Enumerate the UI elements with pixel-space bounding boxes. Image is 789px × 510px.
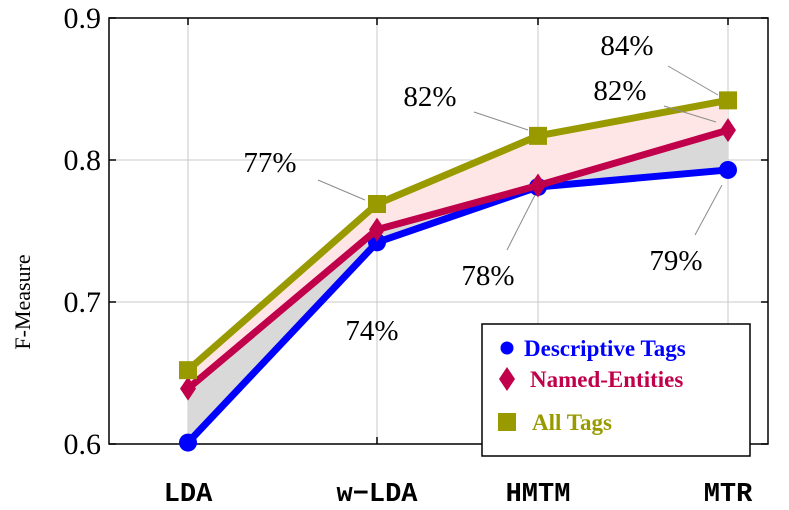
y-tick-label: 0.6: [64, 428, 102, 461]
data-point-all-tags: [719, 91, 737, 110]
legend-marker-all-tags: [498, 413, 516, 431]
legend-marker-named-entities: [499, 367, 515, 391]
y-tick-label: 0.9: [64, 2, 102, 35]
y-axis-label: F-Measure: [10, 254, 35, 349]
annotation-leader-line: [506, 194, 536, 251]
fill-area-0: [188, 130, 728, 443]
legend: Descriptive Tags Named-Entities All Tags: [481, 323, 751, 457]
data-point-all-tags: [368, 195, 386, 214]
x-tick-label: w−LDA: [336, 480, 418, 510]
legend-label-descriptive-tags: Descriptive Tags: [524, 336, 686, 361]
y-tick-label: 0.8: [64, 144, 102, 177]
x-tick-label: MTR: [704, 480, 753, 510]
data-point-all-tags: [529, 126, 547, 145]
data-label: 79%: [649, 245, 702, 277]
legend-box: [481, 323, 751, 457]
legend-marker-descriptive-tags: [500, 341, 514, 355]
series-line-all-tags: [185, 96, 729, 373]
data-point-named-entities: [369, 217, 385, 242]
data-label: 82%: [403, 81, 456, 113]
data-label: 74%: [345, 315, 398, 347]
data-point-named-entities: [720, 118, 736, 143]
annotation-leader-line: [473, 111, 529, 131]
x-tick-label: HMTM: [506, 480, 571, 510]
series-line-named-entities: [185, 126, 729, 392]
x-tick-label: LDA: [164, 480, 213, 510]
plot-frame: [108, 17, 769, 445]
annotation-leader-line: [663, 105, 717, 123]
data-label: 82%: [593, 75, 646, 107]
annotation-leader-line: [667, 65, 719, 96]
annotation-leader-line: [694, 184, 723, 236]
data-label: 77%: [243, 147, 296, 179]
data-point-descriptive-tags: [179, 433, 197, 452]
y-tick-label: 0.7: [64, 286, 102, 319]
data-point-descriptive-tags: [719, 160, 737, 179]
data-label: 84%: [600, 30, 653, 62]
fill-area-1: [188, 100, 728, 389]
data-point-named-entities: [180, 376, 196, 401]
annotation-leader-line: [317, 179, 366, 201]
legend-label-named-entities: Named-Entities: [530, 367, 683, 392]
data-point-named-entities: [530, 173, 546, 198]
data-point-all-tags: [179, 361, 197, 380]
legend-label-all-tags: All Tags: [532, 410, 612, 435]
data-label: 78%: [461, 260, 514, 292]
series-line-descriptive-tags: [185, 166, 729, 445]
